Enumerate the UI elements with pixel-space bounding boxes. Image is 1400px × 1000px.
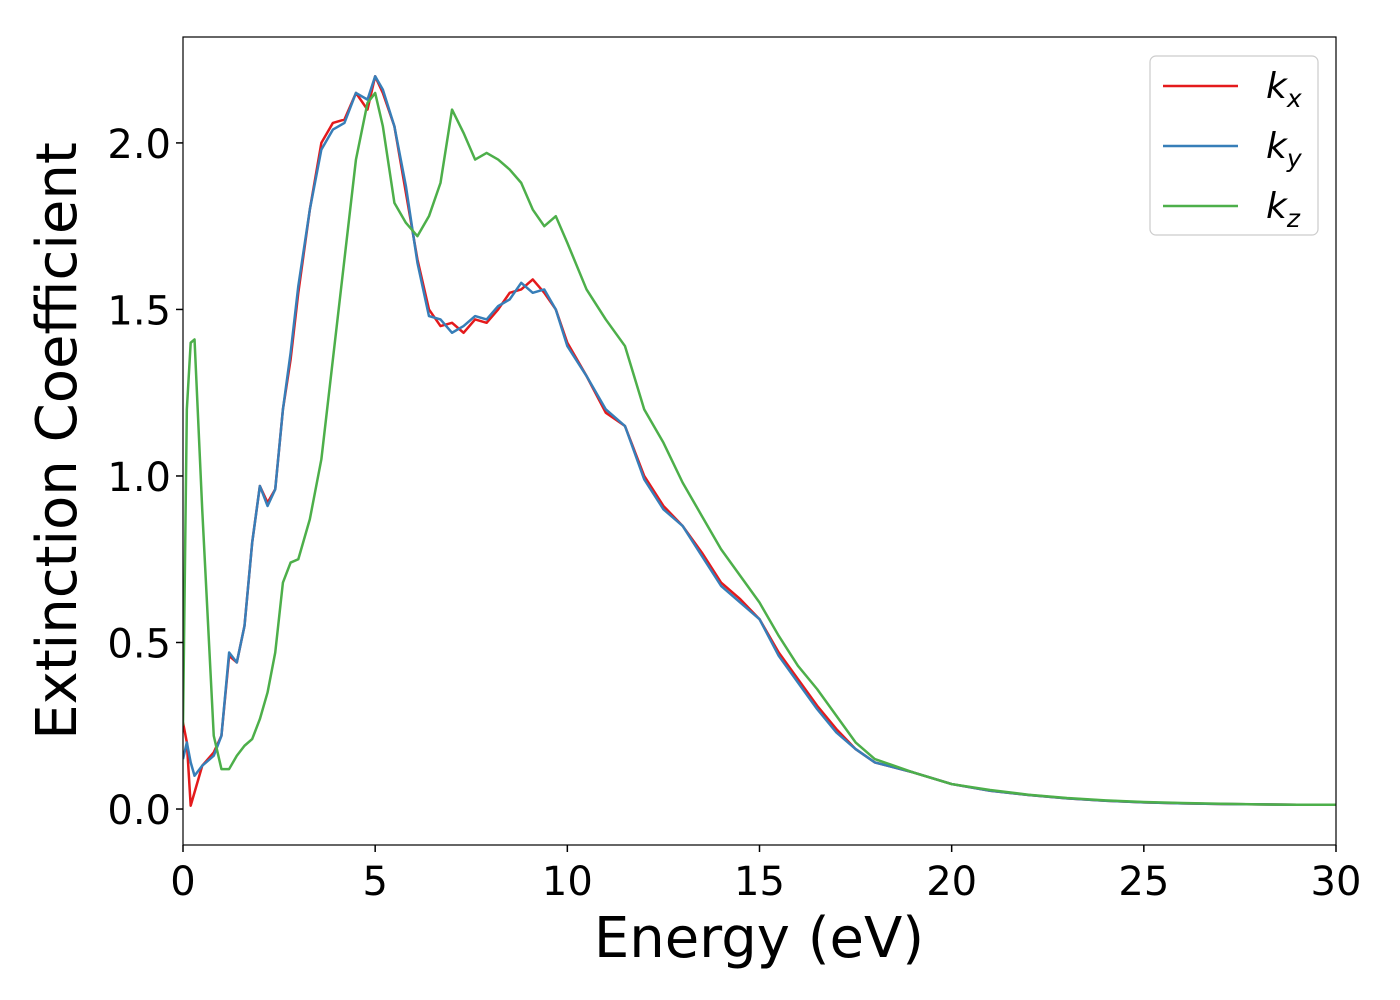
data-line (183, 91, 1336, 806)
x-tick-label: 15 (734, 859, 785, 905)
plot-frame (182, 36, 1337, 846)
y-tick-label: 1.5 (107, 288, 171, 334)
x-tick-label: 10 (542, 859, 593, 905)
y-tick-label: 0.5 (107, 622, 171, 668)
y-axis-label: Extinction Coefficient (25, 142, 90, 740)
y-tick-label: 2.0 (107, 122, 171, 168)
x-tick-label: 0 (170, 859, 195, 905)
x-tick-label: 20 (926, 859, 977, 905)
legend: kx ky kz (1149, 55, 1319, 236)
plot-area (183, 75, 1336, 807)
x-axis-label: Energy (eV) (594, 906, 924, 971)
x-tick-label: 30 (1311, 859, 1362, 905)
legend-label: kx (1266, 66, 1302, 113)
x-tick-label: 5 (362, 859, 387, 905)
legend-label: kz (1266, 186, 1301, 233)
y-tick-label: 1.0 (107, 455, 171, 501)
y-tick-label: 0.0 (107, 788, 171, 834)
legend-label: ky (1266, 126, 1303, 173)
x-tick-label: 25 (1118, 859, 1169, 905)
